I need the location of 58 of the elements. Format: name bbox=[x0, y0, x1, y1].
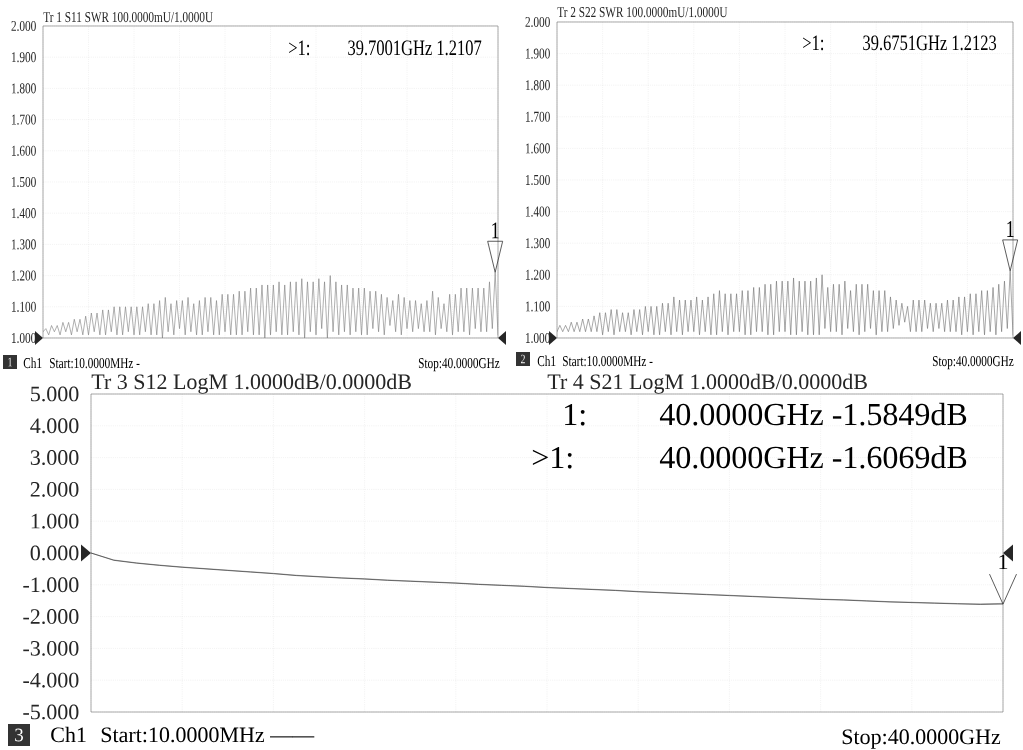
y-tick-label: -2.000 bbox=[23, 609, 79, 625]
y-tick-label: -1.000 bbox=[23, 577, 79, 593]
y-tick-label: 1.300 bbox=[11, 239, 36, 250]
text: Stop:40.0000GHz bbox=[932, 356, 1014, 370]
y-tick-label: 1.600 bbox=[525, 143, 550, 154]
annotation: 39.6751GHz 1.2123 bbox=[863, 35, 997, 51]
y-tick-label: 1.700 bbox=[525, 111, 550, 122]
y-tick-label: 1.400 bbox=[525, 206, 550, 217]
y-tick-label: 1.000 bbox=[31, 513, 79, 529]
text: Ch1 bbox=[51, 726, 86, 743]
y-tick-label: 1.500 bbox=[11, 176, 36, 188]
y-tick-label: -3.000 bbox=[23, 640, 79, 656]
text: 2 bbox=[520, 354, 525, 364]
text: Start:10.0000MHz - bbox=[563, 356, 653, 367]
chart-subtitle: Tr 4 S21 LogM 1.0000dB/0.0000dB bbox=[547, 373, 867, 394]
y-tick-label: 3.000 bbox=[30, 450, 79, 466]
annotation: 40.0000GHz -1.5849dB bbox=[659, 402, 967, 426]
y-tick-label: 1.800 bbox=[525, 80, 550, 91]
annotation: >1: bbox=[803, 35, 824, 51]
y-tick-label: 1.100 bbox=[525, 301, 550, 312]
text: Start:10.0000MHz - bbox=[50, 358, 140, 369]
y-tick-label: 1.200 bbox=[11, 270, 36, 281]
annotation: 1 bbox=[1007, 221, 1014, 237]
y-tick-label: 1.400 bbox=[11, 208, 36, 219]
text: Stop:40.0000GHz bbox=[842, 729, 1001, 749]
annotation: >1: bbox=[289, 40, 310, 56]
y-tick-label: 0.000 bbox=[30, 545, 79, 561]
y-tick-label: 2.000 bbox=[11, 20, 36, 32]
y-tick-label: 1.500 bbox=[525, 174, 550, 186]
annotation: 1 bbox=[492, 222, 499, 239]
text: 1 bbox=[8, 357, 12, 367]
y-tick-label: 1.600 bbox=[11, 145, 36, 156]
text: Ch1 bbox=[537, 355, 556, 367]
annotation: 1: bbox=[565, 403, 585, 426]
y-tick-label: 2.000 bbox=[30, 481, 79, 497]
y-tick-label: 1.800 bbox=[11, 83, 36, 94]
y-tick-label: 1.300 bbox=[525, 238, 550, 249]
chart-title: Tr 2 S22 SWR 100.0000mU/1.0000U bbox=[557, 7, 728, 18]
annotation: >1: bbox=[532, 446, 572, 469]
annotation: 39.7001GHz 1.2107 bbox=[348, 40, 482, 56]
text: Stop:40.0000GHz bbox=[418, 358, 500, 372]
y-tick-label: 4.000 bbox=[30, 418, 79, 434]
text: Ch1 bbox=[23, 357, 42, 369]
y-tick-label: 1.100 bbox=[11, 301, 36, 312]
annotation: 1 bbox=[999, 554, 1008, 570]
annotation: 40.0000GHz -1.6069dB bbox=[659, 445, 967, 469]
y-tick-label: 1.900 bbox=[525, 48, 550, 59]
text: 3 bbox=[15, 728, 24, 742]
y-tick-label: -5.000 bbox=[23, 704, 79, 720]
y-tick-label: 1.700 bbox=[11, 114, 36, 125]
chart-title: Tr 1 S11 SWR 100.0000mU/1.0000U bbox=[43, 12, 213, 23]
text: Start:10.0000MHz —— bbox=[101, 727, 315, 743]
y-tick-label: -4.000 bbox=[23, 672, 79, 688]
chart-title: Tr 3 S12 LogM 1.0000dB/0.0000dB bbox=[91, 373, 411, 394]
y-tick-label: 5.000 bbox=[31, 386, 79, 402]
y-tick-label: 1.200 bbox=[525, 269, 550, 280]
y-tick-label: 2.000 bbox=[525, 16, 550, 28]
y-tick-label: 1.900 bbox=[11, 52, 36, 63]
